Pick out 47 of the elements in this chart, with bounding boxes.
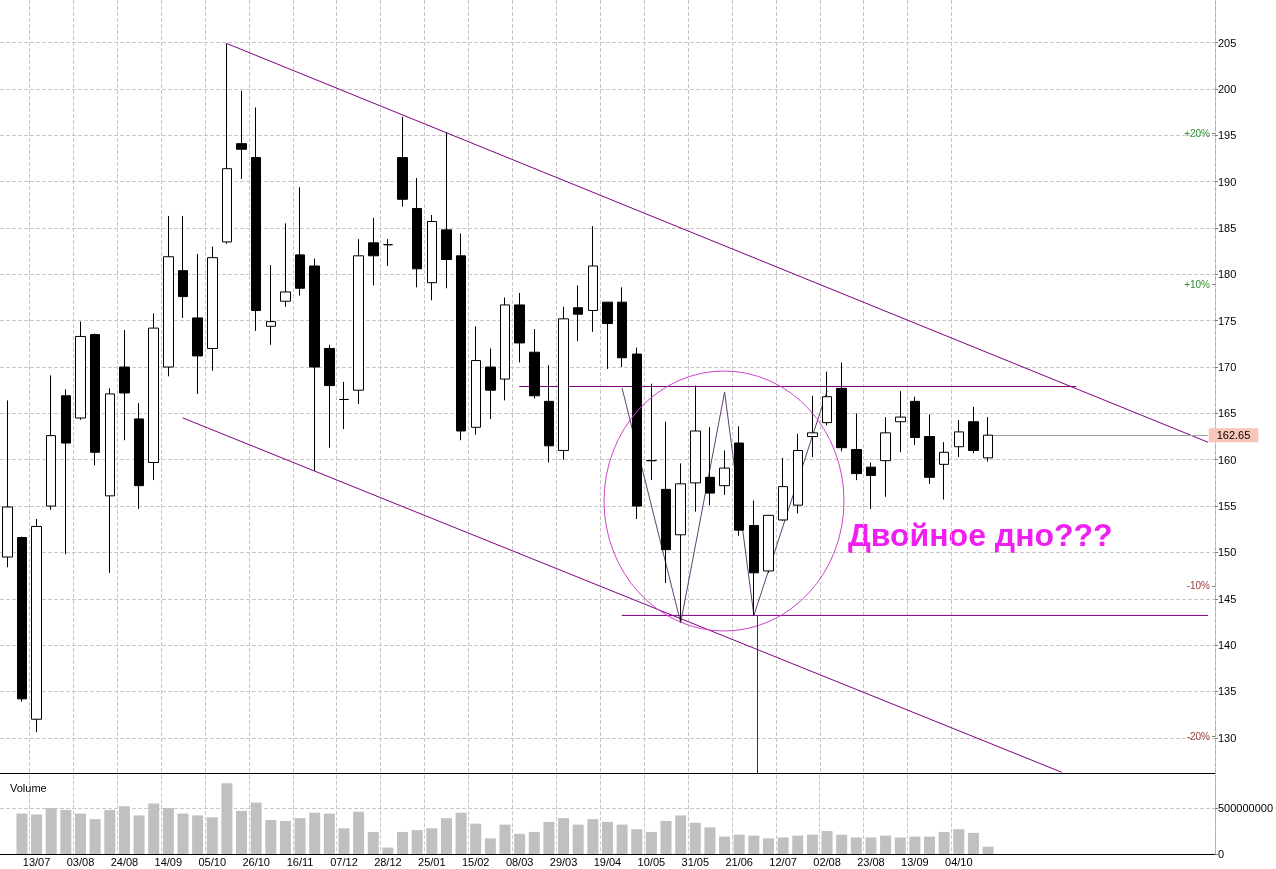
y-tick-label: 145 xyxy=(1218,592,1237,605)
y2-tick-label: +10% xyxy=(1184,278,1211,290)
y-tick-label: 140 xyxy=(1218,639,1237,652)
y2-tick-label: -20% xyxy=(1186,731,1211,743)
x-tick-label: 26/10 xyxy=(242,855,270,868)
x-tick-label: 04/10 xyxy=(945,855,973,868)
y-tick-label: 0 xyxy=(1217,848,1225,860)
y-tick-label: 185 xyxy=(1218,222,1237,235)
y-tick-label: 180 xyxy=(1218,268,1237,281)
y-tick-label: 135 xyxy=(1218,685,1237,698)
y-tick-label: 160 xyxy=(1218,453,1237,466)
x-tick-label: 12/07 xyxy=(769,855,797,868)
x-tick-label: 13/07 xyxy=(22,855,51,868)
x-tick-label: 08/03 xyxy=(505,855,534,868)
y2-tick-label: -10% xyxy=(1186,580,1211,592)
y-tick-label: 500000000 xyxy=(1217,802,1273,815)
y-tick-label: 200 xyxy=(1218,82,1237,95)
x-tick-label: 05/10 xyxy=(198,855,227,868)
x-tick-label: 15/02 xyxy=(461,855,490,868)
x-tick-label: 25/01 xyxy=(418,855,446,868)
y-tick-label: 155 xyxy=(1218,500,1237,513)
x-tick-label: 03/08 xyxy=(66,855,95,868)
y-tick-label: 165 xyxy=(1218,407,1237,420)
x-tick-label: 28/12 xyxy=(374,855,402,868)
y-tick-label: 130 xyxy=(1218,731,1237,744)
text: Volume xyxy=(10,781,47,794)
x-tick-label: 16/11 xyxy=(286,855,314,868)
x-tick-label: 29/03 xyxy=(549,855,578,868)
x-tick-label: 14/09 xyxy=(154,855,183,868)
x-tick-label: 19/04 xyxy=(593,855,622,868)
x-tick-label: 23/08 xyxy=(857,855,885,868)
x-tick-label: 10/05 xyxy=(637,855,666,868)
x-tick-label: 24/08 xyxy=(110,855,139,868)
y-tick-label: 170 xyxy=(1218,361,1237,374)
x-tick-label: 21/06 xyxy=(725,855,753,868)
annotation: Двойное дно??? xyxy=(848,517,1113,553)
x-tick-label: 02/08 xyxy=(813,855,841,868)
x-tick-label: 13/09 xyxy=(901,855,929,868)
y-tick-label: 190 xyxy=(1218,175,1237,188)
x-tick-label: 07/12 xyxy=(330,855,358,868)
y-tick-label: 195 xyxy=(1218,129,1237,142)
y2-tick-label: +20% xyxy=(1184,128,1211,140)
y-tick-label: 150 xyxy=(1218,546,1237,559)
y-tick-label: 175 xyxy=(1218,314,1237,327)
x-tick-label: 31/05 xyxy=(681,855,710,868)
ref-line-label: 162.65 xyxy=(1216,429,1251,442)
y-tick-label: 205 xyxy=(1218,36,1237,49)
